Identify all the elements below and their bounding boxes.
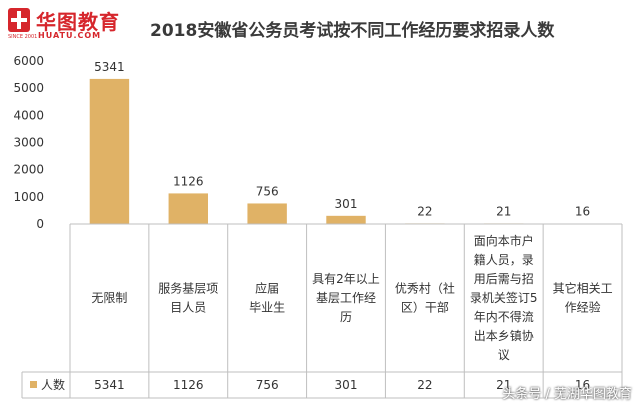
category-label: 区）干部 bbox=[401, 300, 449, 315]
category-label: 其它相关工 bbox=[553, 281, 613, 296]
y-tick-label: 5000 bbox=[13, 81, 44, 95]
y-tick-label: 4000 bbox=[13, 108, 44, 122]
data-label: 5341 bbox=[94, 60, 125, 74]
legend-swatch bbox=[30, 381, 37, 388]
y-tick-label: 0 bbox=[36, 217, 44, 231]
table-value: 22 bbox=[417, 378, 432, 392]
category-label: 出本乡镇协 bbox=[474, 328, 534, 343]
category-label: 籍人员，录 bbox=[474, 252, 534, 267]
table-value: 1126 bbox=[173, 378, 204, 392]
data-label: 1126 bbox=[173, 174, 204, 188]
category-label: 议 bbox=[498, 348, 510, 362]
category-label: 服务基层项 bbox=[158, 281, 218, 296]
category-label: 优秀村（社 bbox=[395, 281, 455, 296]
data-label: 22 bbox=[417, 204, 432, 218]
category-label: 面向本市户 bbox=[474, 233, 534, 248]
bar bbox=[168, 193, 208, 224]
logo-domain-text: HUATU.COM bbox=[38, 31, 102, 40]
chart-header: 华图教育 HUATU.COM SINCE 2001 2018安徽省公务员考试按不… bbox=[0, 0, 640, 48]
data-label: 756 bbox=[256, 184, 279, 198]
logo-since-text: SINCE 2001 bbox=[8, 34, 38, 40]
y-tick-label: 6000 bbox=[13, 54, 44, 68]
category-label: 用后需与招 bbox=[474, 272, 534, 286]
huatu-logo: 华图教育 HUATU.COM SINCE 2001 bbox=[8, 6, 138, 42]
data-label: 21 bbox=[496, 204, 511, 218]
bar bbox=[89, 78, 130, 224]
bar bbox=[247, 203, 287, 224]
table-value: 5341 bbox=[94, 378, 125, 392]
category-label: 无限制 bbox=[91, 291, 127, 305]
y-tick-label: 3000 bbox=[13, 136, 44, 150]
data-label: 301 bbox=[335, 197, 358, 211]
y-tick-label: 1000 bbox=[13, 190, 44, 204]
category-label: 作经验 bbox=[565, 300, 601, 315]
watermark-text: 头条号 / 芜湖华图教育 bbox=[502, 387, 632, 402]
logo-brand-text: 华图教育 bbox=[36, 10, 120, 34]
table-value: 756 bbox=[256, 378, 279, 392]
category-label: 毕业生 bbox=[249, 301, 285, 315]
data-label: 16 bbox=[575, 205, 590, 219]
table-value: 21 bbox=[496, 378, 511, 392]
table-value: 301 bbox=[335, 378, 358, 392]
category-label: 目人员 bbox=[170, 301, 206, 315]
category-label: 基层工作经 bbox=[316, 291, 376, 305]
chart-title: 2018安徽省公务员考试按不同工作经历要求招录人数 bbox=[150, 21, 555, 41]
category-label: 应届 bbox=[255, 281, 279, 296]
bar bbox=[326, 215, 366, 224]
category-label: 具有2年以上 bbox=[312, 272, 380, 286]
legend-label: 人数 bbox=[41, 377, 65, 392]
y-tick-label: 2000 bbox=[13, 163, 44, 177]
category-label: 历 bbox=[340, 310, 352, 324]
table-value: 16 bbox=[575, 378, 590, 392]
category-label: 录机关签订5 bbox=[470, 290, 538, 305]
huatu-logo-icon bbox=[8, 8, 30, 32]
category-label: 年内不得流 bbox=[474, 309, 534, 324]
